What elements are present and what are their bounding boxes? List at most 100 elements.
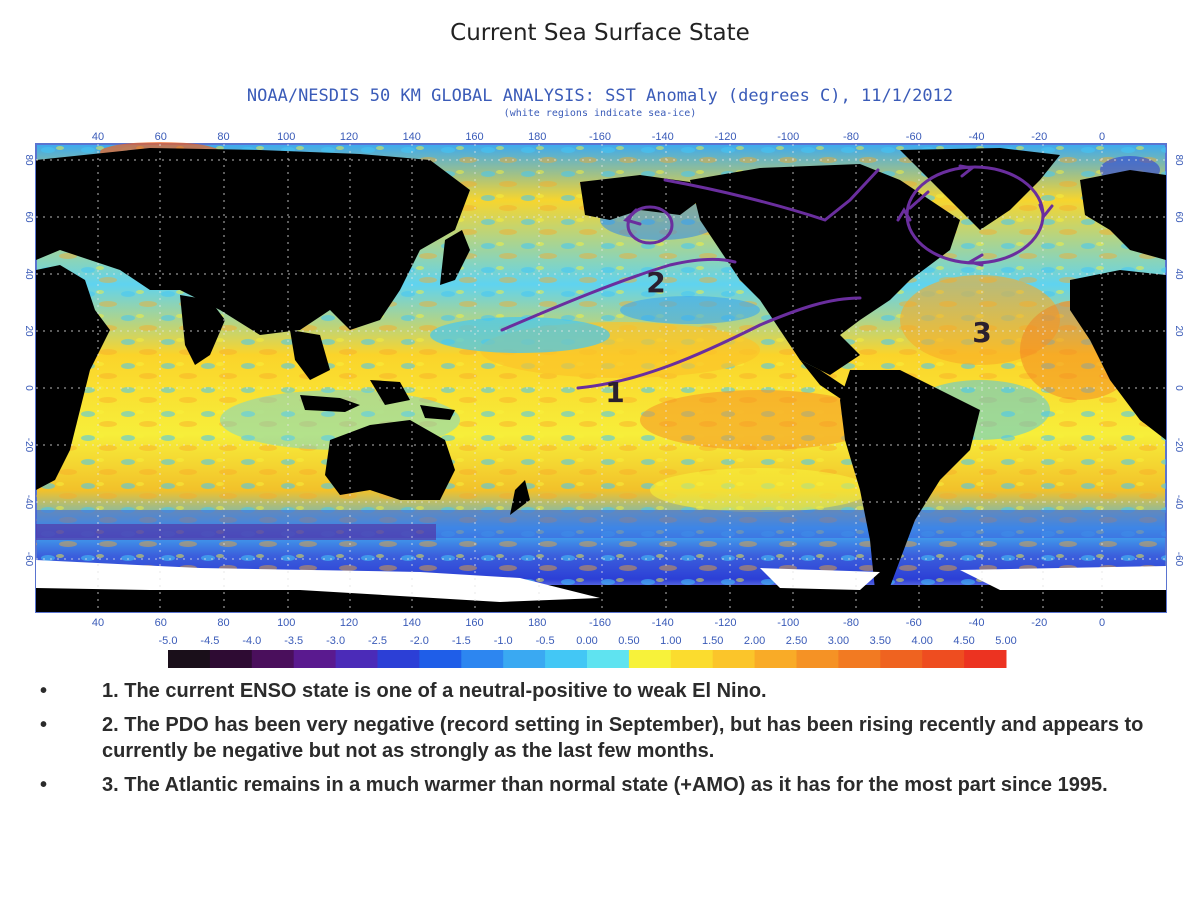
- colorbar-swatch: [168, 650, 211, 668]
- latitude-tick-label: -40: [1173, 495, 1184, 510]
- colorbar-tick-label: 4.50: [953, 635, 974, 647]
- longitude-tick-label: -20: [1031, 131, 1047, 143]
- longitude-tick-label: 60: [155, 617, 167, 629]
- west-africa-landmass: [1070, 270, 1166, 440]
- colorbar-swatch: [922, 650, 965, 668]
- colorbar-swatch: [251, 650, 295, 668]
- colorbar-labels: -5.0 -4.5 -4.0 -3.5 -3.0 -2.5 -2.0 -1.5 -1.0 -0.5…: [159, 635, 1017, 647]
- annotation-arrow-north: [663, 168, 880, 222]
- latitude-tick-label: 80: [1173, 154, 1184, 166]
- annotation-curve-2: [500, 257, 737, 332]
- longitude-tick-label: -20: [1031, 617, 1047, 629]
- longitude-tick-label: 80: [217, 617, 229, 629]
- longitude-tick-label: -80: [843, 617, 859, 629]
- japan-landmass: [440, 230, 470, 285]
- colorbar-tick-label: 0.00: [576, 635, 597, 647]
- longitude-tick-label: 160: [465, 131, 483, 143]
- colorbar-swatch: [587, 650, 630, 668]
- colorbar-tick-label: -5.0: [159, 635, 178, 647]
- colorbar-swatch: [670, 650, 714, 668]
- colorbar-swatch: [880, 650, 923, 668]
- map-gridlines: [36, 144, 1166, 612]
- colorbar-tick-label: 4.00: [911, 635, 932, 647]
- latitude-ticks-left: 80 60 40 20 0 -20 -40 -60: [23, 154, 34, 566]
- sst-anomaly-map-panel: 40 60 80 100 120 140 160 180 -160 -140 -120 -100 -80…: [0, 120, 1200, 680]
- longitude-tick-label: -160: [589, 617, 611, 629]
- latitude-ticks-right: 80 60 40 20 0 -20 -40 -60: [1173, 154, 1184, 566]
- longitude-tick-label: 100: [277, 617, 295, 629]
- colorbar-swatch: [964, 650, 1007, 668]
- latitude-tick-label: -20: [1173, 438, 1184, 453]
- longitude-tick-label: 160: [465, 617, 483, 629]
- latitude-tick-label: 0: [1173, 385, 1184, 391]
- colorbar-tick-label: 3.50: [870, 635, 891, 647]
- colorbar-swatch: [628, 650, 672, 668]
- colorbar-tick-label: -3.5: [284, 635, 303, 647]
- europe-landmass: [1080, 170, 1166, 260]
- latitude-tick-label: 0: [23, 385, 34, 391]
- india-landmass: [180, 295, 225, 365]
- latitude-tick-label: -40: [23, 495, 34, 510]
- longitude-tick-label: -100: [777, 617, 799, 629]
- annotation-curve-1: [576, 296, 862, 390]
- colorbar-swatch: [545, 650, 588, 668]
- longitude-tick-label: 140: [403, 131, 421, 143]
- colorbar-tick-label: -1.0: [494, 635, 513, 647]
- longitude-tick-label: -40: [969, 131, 985, 143]
- longitude-tick-label: -40: [969, 617, 985, 629]
- colorbar-swatches: [168, 650, 1007, 668]
- colorbar-swatch: [209, 650, 253, 668]
- hand-drawn-annotations: [500, 164, 1054, 390]
- sea-ice-region: [36, 560, 600, 602]
- longitude-tick-label: 40: [92, 131, 104, 143]
- longitude-tick-label: -100: [777, 131, 799, 143]
- southeast-asia-landmass: [290, 330, 330, 380]
- colorbar-tick-label: 3.00: [828, 635, 849, 647]
- latitude-tick-label: 40: [1173, 268, 1184, 280]
- greenland-landmass: [900, 148, 1060, 230]
- colorbar-tick-label: 0.50: [618, 635, 639, 647]
- annotation-small-gyre: [626, 205, 674, 245]
- longitude-tick-label: 80: [217, 131, 229, 143]
- latitude-tick-label: 20: [23, 325, 34, 337]
- note-item-atlantic: • 3. The Atlantic remains in a much warm…: [40, 772, 1165, 798]
- longitude-tick-label: 140: [403, 617, 421, 629]
- colorbar-swatch: [461, 650, 504, 668]
- longitude-tick-label: 120: [340, 617, 358, 629]
- colorbar-tick-label: 5.00: [995, 635, 1016, 647]
- annotation-label-1: 1: [605, 376, 624, 409]
- bullet: •: [40, 774, 48, 796]
- longitude-tick-label: 0: [1099, 617, 1105, 629]
- colorbar-tick-label: -4.0: [242, 635, 261, 647]
- longitude-tick-label: -80: [843, 131, 859, 143]
- latitude-tick-label: 60: [1173, 211, 1184, 223]
- longitude-tick-label: -60: [906, 617, 922, 629]
- colorbar-tick-label: -3.0: [326, 635, 345, 647]
- longitude-ticks-bottom: 40 60 80 100 120 140 160 180 -160 -140 -120 -100 -80…: [92, 617, 1105, 629]
- note-text: 3. The Atlantic remains in a much warmer…: [102, 774, 1108, 796]
- colorbar-tick-label: -0.5: [536, 635, 555, 647]
- colorbar-swatch: [293, 650, 337, 668]
- colorbar-swatch: [838, 650, 881, 668]
- longitude-tick-label: -120: [714, 617, 736, 629]
- note-item-pdo: • 2. The PDO has been very negative (rec…: [40, 712, 1165, 764]
- colorbar-swatch: [796, 650, 839, 668]
- latitude-tick-label: 20: [1173, 325, 1184, 337]
- latitude-tick-label: -60: [1173, 552, 1184, 567]
- colorbar-tick-label: -2.5: [368, 635, 387, 647]
- colorbar-swatch: [419, 650, 462, 668]
- note-text: 1. The current ENSO state is one of a ne…: [102, 680, 767, 702]
- colorbar-tick-label: 2.50: [786, 635, 807, 647]
- asia-landmass: [36, 148, 470, 335]
- colorbar-swatch: [377, 650, 420, 668]
- longitude-tick-label: 40: [92, 617, 104, 629]
- longitude-tick-label: 120: [340, 131, 358, 143]
- colorbar-swatch: [335, 650, 378, 668]
- longitude-tick-label: 180: [528, 131, 546, 143]
- longitude-tick-label: 100: [277, 131, 295, 143]
- latitude-tick-label: 80: [23, 154, 34, 166]
- latitude-tick-label: 40: [23, 268, 34, 280]
- slide-title: Current Sea Surface State: [450, 20, 750, 46]
- colorbar-tick-label: -4.5: [200, 635, 219, 647]
- latitude-tick-label: -60: [23, 552, 34, 567]
